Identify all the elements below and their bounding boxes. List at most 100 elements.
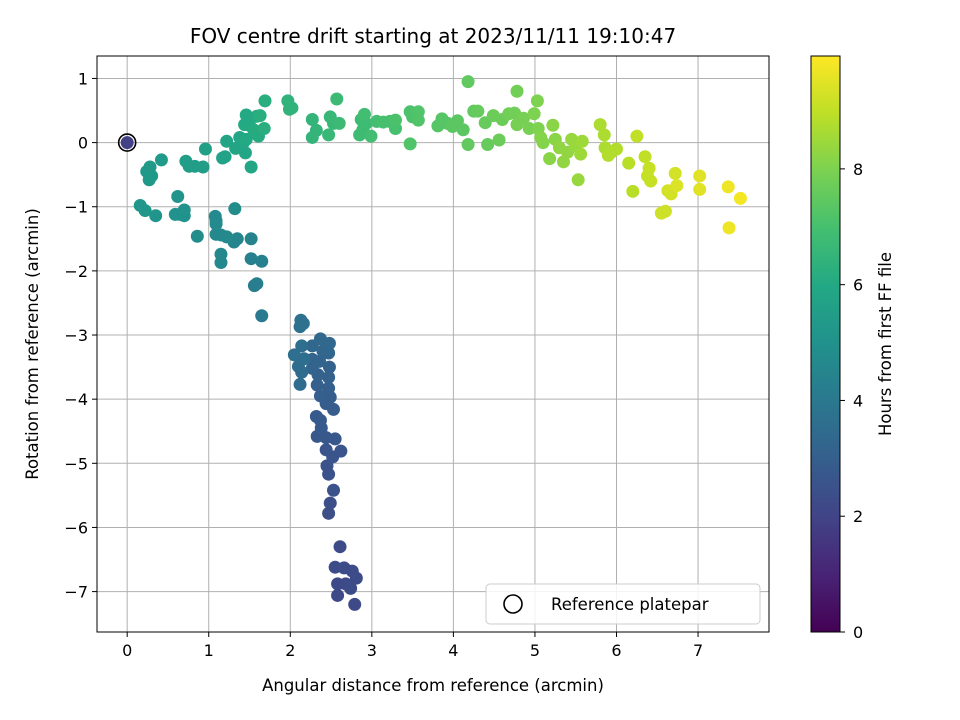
data-point (571, 173, 585, 187)
data-point (332, 116, 346, 130)
data-point (388, 113, 402, 127)
legend: Reference platepar (485, 583, 761, 625)
colorbar-tick-label: 4 (853, 391, 863, 410)
data-point (593, 118, 607, 132)
grid (97, 56, 769, 632)
x-axis-label: Angular distance from reference (arcmin) (262, 676, 604, 695)
data-point (239, 132, 253, 146)
data-point (530, 94, 544, 108)
data-point (348, 597, 362, 611)
colorbar-ticks: 0 2 4 6 8 (840, 160, 863, 642)
y-tick-label: −5 (64, 454, 88, 473)
data-point (622, 156, 636, 170)
colorbar-tick-label: 6 (853, 276, 863, 295)
data-point (323, 110, 337, 124)
data-point (638, 150, 652, 164)
data-point (244, 232, 258, 246)
data-point (722, 221, 736, 235)
data-point (305, 113, 319, 127)
data-point (344, 581, 358, 595)
data-point (295, 339, 309, 353)
x-tick-label: 2 (285, 641, 295, 660)
data-point (287, 348, 301, 362)
data-point (244, 160, 258, 174)
data-point (492, 133, 506, 147)
x-axis-ticks: 0 1 2 3 4 5 6 7 (122, 632, 703, 660)
data-point (296, 316, 310, 330)
data-point (328, 560, 342, 574)
y-tick-label: 0 (78, 134, 88, 153)
data-point (285, 101, 299, 115)
legend-marker (503, 594, 523, 614)
data-point (403, 137, 417, 151)
data-point (322, 506, 336, 520)
data-point (461, 138, 475, 152)
data-point (196, 160, 210, 174)
data-point (255, 254, 269, 268)
data-point (527, 107, 541, 121)
data-point (149, 209, 163, 223)
data-point (693, 169, 707, 183)
data-point (546, 118, 560, 132)
data-point (244, 252, 258, 266)
data-point (481, 138, 495, 152)
data-point (456, 123, 470, 137)
data-point (258, 94, 272, 108)
data-point (630, 129, 644, 143)
reference-platepar-marker (117, 133, 137, 152)
x-tick-label: 3 (367, 641, 377, 660)
data-point (293, 377, 307, 391)
data-point (668, 166, 682, 180)
data-point (250, 277, 264, 291)
data-point (209, 227, 223, 241)
data-point (597, 128, 611, 142)
chart-title: FOV centre drift starting at 2023/11/11 … (190, 24, 676, 48)
data-point (171, 189, 185, 203)
x-tick-label: 4 (448, 641, 458, 660)
x-tick-label: 0 (122, 641, 132, 660)
data-point (670, 179, 684, 193)
data-point (543, 152, 557, 166)
data-point (323, 496, 337, 510)
data-point (693, 182, 707, 196)
data-point (609, 142, 623, 156)
data-point (133, 198, 147, 212)
data-point (522, 121, 536, 135)
colorbar (810, 55, 841, 633)
data-point (517, 111, 531, 125)
data-point (253, 109, 267, 123)
colorbar-tick-label: 8 (853, 160, 863, 179)
data-point (238, 146, 252, 160)
data-point (257, 121, 271, 135)
y-tick-label: −4 (64, 390, 88, 409)
data-point (228, 202, 242, 216)
legend-entry-reference-platepar: Reference platepar (551, 595, 709, 614)
data-point (319, 443, 333, 457)
data-point (658, 204, 672, 218)
scatter-points (120, 75, 747, 611)
legend-box (485, 583, 761, 625)
data-point (322, 128, 336, 142)
x-tick-label: 5 (530, 641, 540, 660)
data-point (461, 75, 475, 89)
data-point (120, 136, 134, 150)
data-point (177, 203, 191, 217)
data-point (327, 483, 341, 497)
y-tick-label: −2 (64, 262, 88, 281)
data-point (644, 174, 658, 188)
colorbar-tick-label: 2 (853, 507, 863, 526)
data-point (309, 123, 323, 137)
y-tick-label: 1 (78, 69, 88, 88)
data-point (230, 232, 244, 246)
y-tick-label: −7 (64, 583, 88, 602)
data-point (313, 389, 327, 403)
data-point (216, 151, 230, 165)
data-point (310, 378, 324, 392)
data-point (642, 161, 656, 175)
data-point (214, 256, 228, 270)
data-point (322, 381, 336, 395)
data-point (143, 160, 157, 174)
x-tick-label: 6 (611, 641, 621, 660)
data-point (471, 104, 485, 118)
